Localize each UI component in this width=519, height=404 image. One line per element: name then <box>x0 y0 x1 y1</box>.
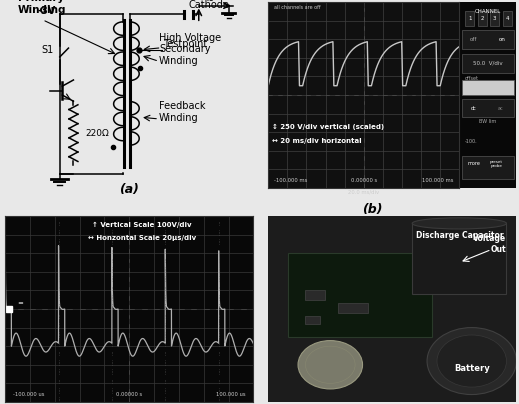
Text: Feedback
Winding: Feedback Winding <box>159 101 206 123</box>
Bar <box>306 316 320 324</box>
Bar <box>338 303 367 313</box>
Text: Testpoint: Testpoint <box>163 39 207 49</box>
Text: 220Ω: 220Ω <box>86 128 110 138</box>
Text: Discharge Capacitor: Discharge Capacitor <box>416 231 503 240</box>
Text: Primary
Winding: Primary Winding <box>18 0 66 15</box>
Text: -3V: -3V <box>38 6 56 15</box>
Text: (b): (b) <box>362 203 383 216</box>
Text: -100.000 us: -100.000 us <box>12 392 44 398</box>
Bar <box>412 223 507 294</box>
Text: 100.000 us: 100.000 us <box>216 392 246 398</box>
Text: ↔ Honzontal Scale 20µs/div: ↔ Honzontal Scale 20µs/div <box>88 235 196 241</box>
Text: 0.00000 s: 0.00000 s <box>116 392 142 398</box>
Text: =: = <box>18 300 23 306</box>
Text: (a): (a) <box>119 183 139 196</box>
Bar <box>288 253 432 337</box>
Ellipse shape <box>412 218 507 229</box>
Text: Voltage
Out: Voltage Out <box>473 234 507 254</box>
Text: Battery: Battery <box>454 364 489 373</box>
Bar <box>306 290 325 300</box>
Text: Cathode: Cathode <box>188 0 229 10</box>
Text: S1: S1 <box>41 45 53 55</box>
Text: To: To <box>203 0 214 3</box>
Circle shape <box>437 335 507 387</box>
Text: ↑ Vertical Scale 100V/div: ↑ Vertical Scale 100V/div <box>92 222 192 228</box>
Text: High Voltage
Secondary
Winding: High Voltage Secondary Winding <box>159 33 221 66</box>
Circle shape <box>298 341 363 389</box>
Circle shape <box>427 328 516 395</box>
